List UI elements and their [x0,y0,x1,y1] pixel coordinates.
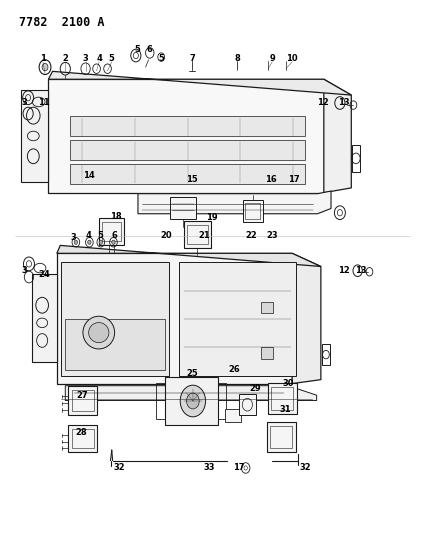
Polygon shape [21,90,48,182]
Text: 13: 13 [338,99,350,108]
Bar [65,319,165,370]
Polygon shape [48,79,324,192]
Text: 5: 5 [98,231,104,240]
Text: 3: 3 [71,233,77,242]
Bar [270,426,292,448]
Bar [61,262,169,376]
Text: 29: 29 [250,384,261,393]
Bar [70,140,305,160]
Text: 4: 4 [85,231,91,240]
Circle shape [112,240,115,244]
Bar [71,391,94,411]
Bar [68,386,97,415]
Text: 12: 12 [317,99,329,108]
Polygon shape [33,274,57,362]
Bar [70,116,305,136]
Text: 6: 6 [147,45,153,54]
Bar [102,222,121,241]
Bar [68,425,97,452]
Text: 27: 27 [76,391,88,400]
Text: 26: 26 [229,365,240,374]
Text: 13: 13 [355,266,367,275]
Text: 31: 31 [279,406,291,415]
Bar [99,218,125,245]
Text: 9: 9 [269,54,275,63]
Bar [238,394,256,415]
Text: 16: 16 [265,175,277,184]
Bar [225,409,241,422]
Text: 11: 11 [38,99,50,108]
Text: 1: 1 [40,54,46,63]
Circle shape [88,240,91,244]
Text: 32: 32 [299,464,311,472]
Text: 8: 8 [235,54,240,63]
Text: 24: 24 [38,270,50,279]
Circle shape [187,393,199,409]
Text: 3: 3 [22,266,28,275]
Bar [261,302,273,313]
Bar [352,145,360,172]
Text: 20: 20 [161,231,172,240]
Text: 10: 10 [286,54,298,63]
Bar [187,225,208,244]
Text: 7782  2100 A: 7782 2100 A [19,17,104,29]
Polygon shape [138,191,331,214]
Text: 23: 23 [267,231,278,240]
Polygon shape [48,71,351,95]
Ellipse shape [89,322,109,343]
Polygon shape [65,386,317,400]
Polygon shape [57,245,321,266]
Text: 17: 17 [233,464,244,472]
Text: 32: 32 [113,464,125,472]
Text: 15: 15 [186,175,198,184]
Text: 18: 18 [110,212,122,221]
Bar [245,203,261,219]
Text: 33: 33 [203,464,215,472]
Bar [271,387,294,410]
Bar [322,344,330,365]
Circle shape [180,385,205,417]
Bar [71,429,94,448]
Text: 21: 21 [199,231,211,240]
Text: 5: 5 [109,54,115,63]
Text: 5: 5 [158,54,164,63]
Bar [156,383,165,419]
Bar [261,347,273,359]
Text: 5: 5 [134,45,140,54]
Text: 17: 17 [288,175,299,184]
Text: 28: 28 [75,428,87,437]
Ellipse shape [83,316,115,349]
Bar [169,197,196,219]
Bar [70,164,305,184]
Text: 6: 6 [112,231,118,240]
Polygon shape [57,253,292,384]
Text: 14: 14 [83,171,95,180]
Text: 3: 3 [22,99,28,108]
Bar [218,383,226,419]
Text: 30: 30 [282,379,294,388]
Text: 12: 12 [338,266,350,275]
Bar [165,377,218,425]
Bar [243,200,263,222]
Polygon shape [324,79,351,192]
Text: 7: 7 [189,54,195,63]
Bar [179,262,295,376]
Circle shape [99,240,102,244]
Bar [268,383,297,414]
Text: 25: 25 [186,368,198,377]
Circle shape [42,63,48,71]
Text: 3: 3 [83,54,89,63]
Text: 2: 2 [62,54,68,63]
Text: 19: 19 [206,214,218,222]
Text: 4: 4 [96,54,102,63]
Text: 22: 22 [245,231,257,240]
Circle shape [74,240,77,244]
Polygon shape [292,253,321,384]
Bar [267,422,295,452]
Bar [184,221,211,248]
